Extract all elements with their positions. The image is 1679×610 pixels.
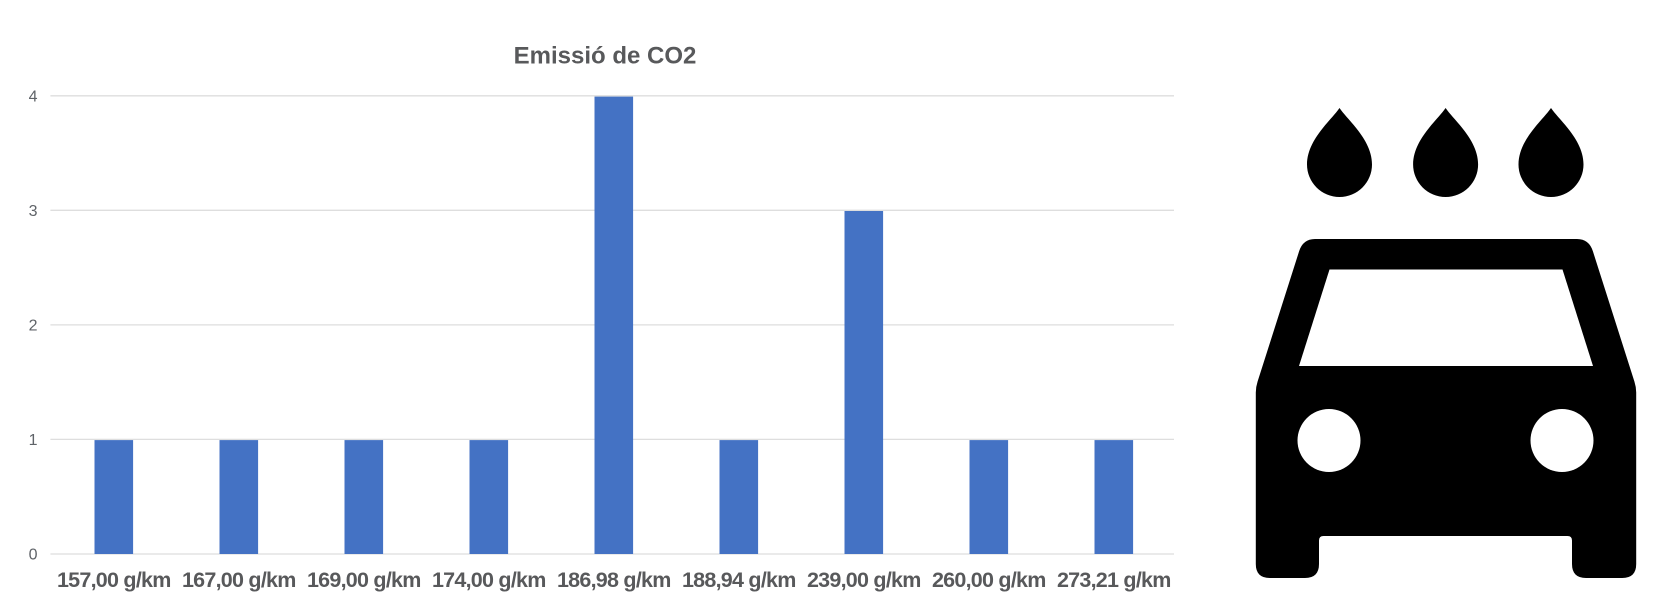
- svg-text:2: 2: [29, 318, 38, 335]
- svg-text:260,00 g/km: 260,00 g/km: [932, 568, 1046, 592]
- svg-text:169,00 g/km: 169,00 g/km: [307, 568, 421, 592]
- svg-text:3: 3: [29, 203, 38, 220]
- svg-text:239,00 g/km: 239,00 g/km: [807, 568, 921, 592]
- svg-text:1: 1: [29, 432, 38, 449]
- svg-text:0: 0: [29, 547, 38, 564]
- svg-text:167,00 g/km: 167,00 g/km: [182, 568, 296, 592]
- svg-text:186,98 g/km: 186,98 g/km: [557, 568, 671, 592]
- svg-text:Emissió de CO2: Emissió de CO2: [514, 42, 697, 69]
- svg-text:157,00 g/km: 157,00 g/km: [57, 568, 171, 592]
- svg-text:188,94 g/km: 188,94 g/km: [682, 568, 796, 592]
- svg-text:4: 4: [29, 89, 38, 106]
- svg-text:273,21 g/km: 273,21 g/km: [1057, 568, 1171, 592]
- svg-text:174,00 g/km: 174,00 g/km: [432, 568, 546, 592]
